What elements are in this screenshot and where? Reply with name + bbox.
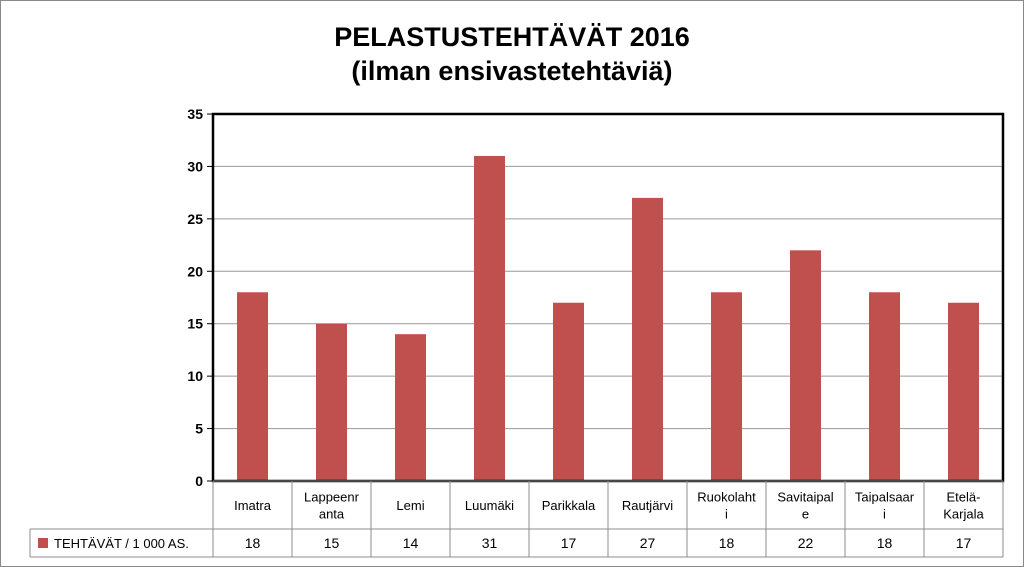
y-tick-label: 20 — [187, 263, 203, 279]
chart-title-block: PELASTUSTEHTÄVÄT 2016 (ilman ensivastete… — [0, 20, 1024, 88]
data-table-value: 17 — [561, 535, 577, 551]
y-tick-label: 15 — [187, 316, 203, 332]
y-axis: 0 5 10 15 20 25 30 35 — [187, 106, 213, 489]
data-table-value: 18 — [245, 535, 261, 551]
chart-title: PELASTUSTEHTÄVÄT 2016 — [334, 22, 690, 52]
data-table-value: 14 — [403, 535, 419, 551]
category-label: i — [725, 507, 728, 522]
data-table: Imatra Lappeenr anta Lemi Luumäki Parikkala Ra… — [29, 480, 1004, 558]
data-table-value: 27 — [640, 535, 656, 551]
y-tick-label: 0 — [195, 473, 203, 489]
bars — [237, 155, 979, 481]
y-tick-label: 5 — [195, 421, 203, 437]
bar — [790, 250, 821, 481]
data-table-value: 17 — [956, 535, 972, 551]
category-label: Imatra — [234, 498, 272, 513]
category-label: Etelä- — [947, 490, 981, 505]
category-label: i — [883, 507, 886, 522]
bar — [869, 292, 900, 481]
y-tick-label: 10 — [187, 368, 203, 384]
y-tick-label: 30 — [187, 158, 203, 174]
bar — [237, 292, 268, 481]
bar — [316, 323, 347, 481]
chart-subtitle: (ilman ensivastetehtäviä) — [351, 56, 673, 86]
data-table-value: 22 — [798, 535, 814, 551]
data-table-value: 15 — [324, 535, 340, 551]
data-table-value: 31 — [482, 535, 498, 551]
bar — [474, 155, 505, 481]
category-label: Luumäki — [465, 498, 514, 513]
category-label: anta — [319, 507, 345, 522]
category-label: Karjala — [943, 507, 984, 522]
data-table-value: 18 — [877, 535, 893, 551]
category-label: e — [802, 507, 809, 522]
category-label: Savitaipal — [777, 490, 833, 505]
bar — [395, 334, 426, 481]
category-label: Rautjärvi — [622, 498, 673, 513]
bar — [948, 302, 979, 481]
y-tick-label: 25 — [187, 211, 203, 227]
category-label: Lappeenr — [304, 490, 360, 505]
category-label: Parikkala — [542, 498, 596, 513]
bar — [553, 302, 584, 481]
legend-key — [38, 538, 48, 548]
y-tick-label: 35 — [187, 106, 203, 122]
data-table-value: 18 — [719, 535, 735, 551]
category-label: Lemi — [396, 498, 424, 513]
bar — [711, 292, 742, 481]
category-label: Ruokolaht — [697, 490, 756, 505]
category-label: Taipalsaar — [855, 490, 915, 505]
bar — [632, 197, 663, 481]
legend-label: TEHTÄVÄT / 1 000 AS. — [54, 536, 189, 551]
